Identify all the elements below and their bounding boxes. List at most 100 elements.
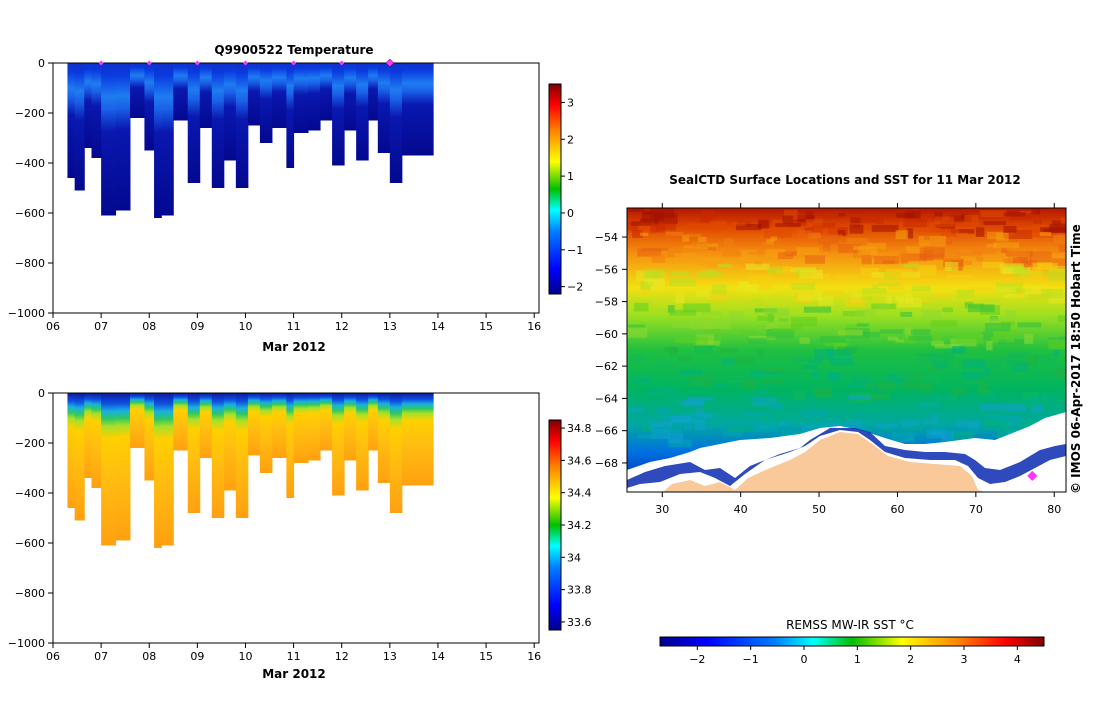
sst-patch (988, 377, 999, 382)
profile-column (271, 63, 287, 128)
x-tick-label: 13 (383, 320, 397, 333)
profile-column (115, 393, 131, 541)
sst-patch (696, 340, 721, 346)
sst-patch (644, 278, 664, 282)
sst-patch (895, 339, 904, 343)
profile-column (223, 393, 237, 491)
sst-patch (860, 267, 880, 277)
sst-patch (728, 426, 754, 433)
sst-patch (955, 333, 984, 344)
sst-patch (693, 336, 708, 347)
y-tick-label: −600 (15, 537, 45, 550)
sst-patch (931, 227, 941, 233)
sst-patch (978, 381, 989, 393)
sst-patch (999, 355, 1023, 364)
sst-patch (766, 239, 774, 246)
sst-patch (1039, 231, 1052, 237)
sst-patch (1031, 404, 1044, 413)
sst-patch (715, 222, 728, 230)
sst-patch (837, 329, 863, 336)
sst-patch (923, 420, 939, 425)
sst-patch (903, 263, 919, 269)
profile-column (144, 63, 155, 151)
profile-column (368, 393, 379, 451)
sst-patch (628, 208, 644, 212)
sst-patch (704, 328, 720, 333)
sst-patch (996, 287, 1016, 293)
sst-patch (918, 383, 933, 392)
sst-patch (891, 431, 915, 443)
sst-patch (1028, 355, 1038, 366)
colorbar-tick-label: −1 (567, 244, 583, 257)
sst-patch (669, 278, 697, 287)
colorbar-tick-label: 34.6 (567, 454, 592, 467)
sst-patch (955, 232, 969, 240)
sst-patch (857, 246, 877, 255)
profile-column (293, 63, 309, 133)
sst-patch (683, 398, 704, 407)
sst-patch (823, 243, 831, 252)
sst-patch (707, 256, 722, 268)
sst-map-lat-axis: −54 −56 −58 −60 −62 −64 −66 −68 (595, 231, 627, 470)
sst-patch (760, 379, 784, 383)
sst-patch (860, 215, 884, 225)
salinity-plot-frame (52, 392, 540, 644)
sst-patch (940, 229, 959, 237)
sst-patch (777, 252, 794, 260)
sst-patch (647, 386, 675, 395)
x-tick-label: 15 (479, 320, 493, 333)
x-tick-label: 08 (142, 320, 156, 333)
sst-patch (837, 229, 846, 237)
profile-column (115, 63, 131, 211)
sst-patch (643, 270, 661, 280)
sst-patch (668, 439, 692, 448)
sst-patch (759, 371, 782, 375)
sst-patch (628, 324, 646, 329)
sst-patch (1033, 219, 1042, 224)
sst-patch (829, 358, 855, 366)
sst-patch (900, 311, 913, 317)
profile-column (211, 393, 225, 518)
sst-patch (784, 209, 798, 220)
profile-column (199, 393, 213, 458)
sst-patch (635, 372, 657, 379)
sst-patch (794, 372, 809, 379)
sst-patch (660, 411, 670, 420)
sst-patch (1052, 349, 1060, 356)
lon-tick-label: 40 (734, 503, 748, 516)
sst-patch (980, 390, 993, 396)
sst-patch (998, 340, 1007, 346)
antarctic-land (663, 432, 985, 492)
salinity-panel: 06 07 08 09 10 11 12 13 14 15 16 0 −200 −400 −600 −800… (8, 387, 592, 681)
sst-patch (695, 419, 706, 431)
sst-patch (632, 376, 652, 385)
sst-patch (862, 331, 880, 338)
x-tick-label: 14 (431, 320, 445, 333)
sst-patch (823, 211, 844, 219)
sst-patch (994, 415, 1023, 422)
sst-patch (679, 413, 708, 420)
sst-patch (763, 229, 792, 238)
colorbar-tick-label: 33.6 (567, 616, 592, 629)
profile-column (67, 393, 76, 508)
y-tick-label: −600 (15, 207, 45, 220)
profile-column (161, 63, 174, 216)
sst-patch (667, 432, 684, 444)
sst-patch (1019, 420, 1046, 428)
sst-patch (627, 327, 648, 338)
x-tick-label: 16 (527, 650, 541, 663)
sst-patch (808, 395, 816, 403)
sst-patch (803, 306, 832, 313)
sst-patch (1051, 258, 1066, 269)
sst-patch (823, 290, 844, 296)
sst-patch (978, 359, 998, 368)
sst-patch (766, 328, 795, 339)
imos-timestamp: © IMOS 06-Apr-2017 18:50 Hobart Time (1069, 224, 1083, 494)
colorbar-tick-label: 34.2 (567, 519, 592, 532)
sst-patch (1001, 247, 1008, 253)
sst-patch (641, 422, 654, 432)
sst-patch (1031, 208, 1041, 215)
sst-patch (1048, 296, 1066, 304)
x-tick-label: 09 (190, 320, 204, 333)
sst-patch (747, 251, 765, 255)
